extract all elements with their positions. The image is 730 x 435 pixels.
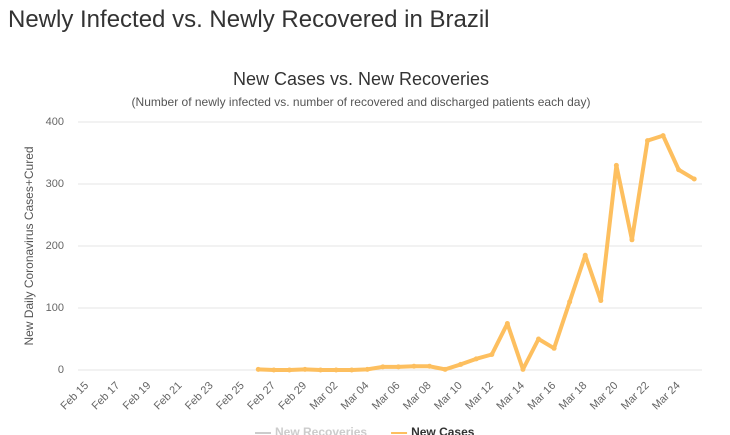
- page-title: Newly Infected vs. Newly Recovered in Br…: [8, 6, 490, 33]
- data-point: [598, 298, 604, 304]
- x-tick-label: Feb 27: [245, 380, 278, 413]
- data-point: [489, 352, 495, 357]
- data-point: [411, 363, 417, 369]
- x-tick-label: Mar 08: [401, 380, 434, 413]
- data-point: [660, 133, 666, 139]
- data-point: [504, 321, 510, 326]
- data-point: [458, 361, 464, 367]
- y-axis-label: New Daily Coronavirus Cases+Cured: [22, 146, 36, 345]
- data-point: [380, 364, 386, 370]
- data-point: [582, 252, 588, 258]
- x-tick-label: Feb 17: [90, 380, 123, 413]
- x-tick-label: Mar 16: [526, 380, 559, 413]
- x-tick-label: Feb 23: [183, 380, 216, 413]
- y-tick-label: 100: [46, 302, 64, 314]
- x-tick-label: Feb 25: [214, 380, 247, 413]
- data-point: [536, 336, 542, 342]
- x-tick-label: Mar 10: [432, 380, 465, 413]
- x-tick-label: Feb 29: [276, 380, 309, 413]
- legend-label: New Cases: [411, 425, 475, 435]
- data-point: [271, 367, 277, 373]
- chart-title: New Cases vs. New Recoveries: [233, 69, 489, 89]
- data-point: [427, 363, 433, 369]
- x-tick-label: Feb 21: [152, 380, 185, 413]
- data-point: [318, 367, 324, 373]
- data-point: [364, 366, 370, 372]
- x-tick-label: Feb 15: [58, 380, 91, 413]
- x-tick-label: Mar 04: [339, 380, 372, 413]
- legend-label: New Recoveries: [275, 425, 367, 435]
- data-point: [691, 176, 697, 182]
- x-tick-label: Mar 02: [308, 380, 341, 413]
- data-point: [567, 299, 573, 305]
- data-point: [473, 356, 479, 362]
- data-point: [349, 367, 355, 373]
- x-tick-label: Mar 18: [557, 380, 590, 413]
- x-tick-label: Mar 20: [588, 380, 621, 413]
- series-line: [258, 133, 696, 372]
- data-point: [255, 366, 261, 372]
- data-point: [613, 162, 619, 168]
- data-point: [645, 138, 651, 144]
- data-point: [629, 237, 635, 243]
- y-tick-label: 0: [58, 364, 64, 376]
- data-point: [286, 367, 292, 373]
- data-point: [302, 366, 308, 372]
- data-point: [520, 366, 526, 372]
- x-tick-label: Feb 19: [121, 380, 154, 413]
- y-tick-label: 300: [46, 178, 64, 190]
- x-tick-label: Mar 24: [650, 380, 683, 413]
- chart-subtitle: (Number of newly infected vs. number of …: [132, 95, 591, 109]
- y-tick-label: 200: [46, 240, 64, 252]
- data-point: [551, 345, 557, 351]
- y-tick-label: 400: [46, 116, 64, 128]
- x-tick-label: Mar 12: [463, 380, 496, 413]
- data-point: [333, 367, 339, 373]
- data-point: [442, 366, 448, 372]
- data-point: [395, 364, 401, 370]
- data-point: [676, 167, 682, 173]
- x-tick-label: Mar 06: [370, 380, 403, 413]
- x-tick-label: Mar 22: [619, 380, 652, 413]
- x-tick-label: Mar 14: [494, 380, 527, 413]
